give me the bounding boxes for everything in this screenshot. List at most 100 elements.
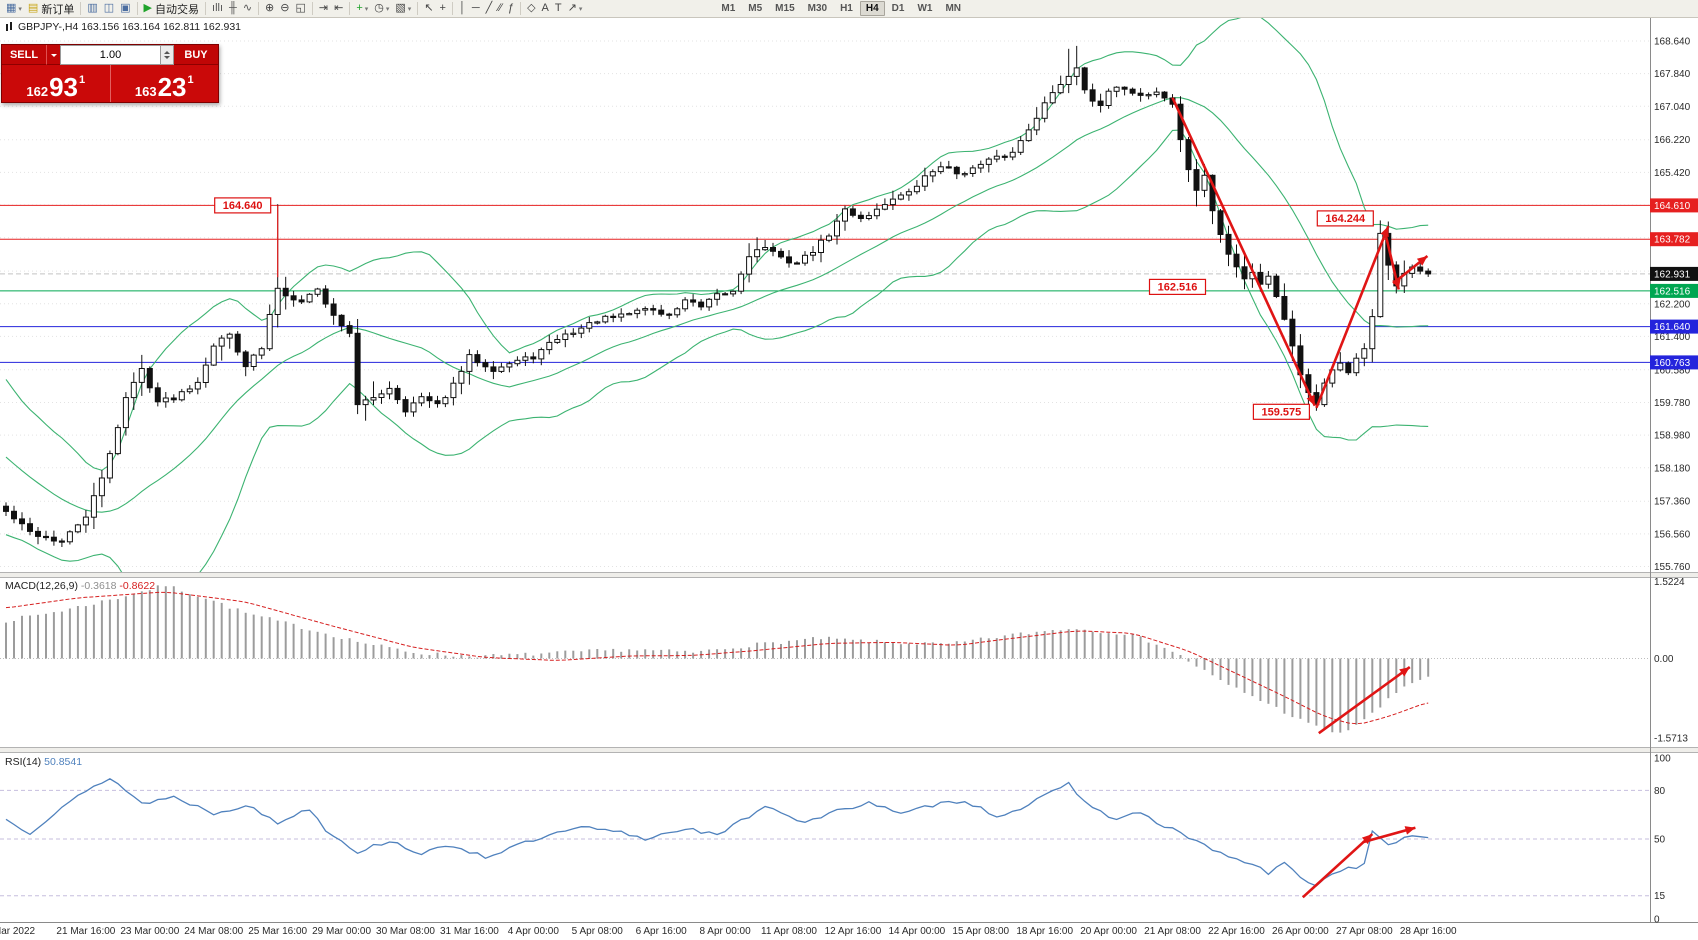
tile-windows-button[interactable]: ◱ xyxy=(292,1,308,17)
vertical-line-button[interactable]: │ xyxy=(456,1,469,17)
buy-button[interactable]: BUY xyxy=(174,45,218,65)
svg-text:159.780: 159.780 xyxy=(1654,398,1691,409)
cursor-button[interactable]: ↖ xyxy=(421,1,436,17)
caret-down-icon[interactable]: ▾ xyxy=(407,5,412,13)
vertical-line-icon: │ xyxy=(458,2,466,14)
svg-text:167.840: 167.840 xyxy=(1654,69,1691,80)
rsi-indicator-label: RSI(14) 50.8541 xyxy=(5,756,82,768)
text-tool-button[interactable]: A xyxy=(539,1,552,17)
macd-value-1: -0.3618 xyxy=(80,580,117,592)
buy-price[interactable]: 163 23 1 xyxy=(109,65,218,102)
zoom-in-button[interactable]: ⊕ xyxy=(262,1,277,17)
svg-text:Mar 2022: Mar 2022 xyxy=(0,926,36,937)
svg-text:18 Apr 16:00: 18 Apr 16:00 xyxy=(1016,926,1073,937)
crosshair-button[interactable]: + xyxy=(437,1,449,17)
sell-button[interactable]: SELL xyxy=(2,45,46,65)
volume-input[interactable] xyxy=(61,46,160,64)
navigator-button[interactable]: ▣ xyxy=(117,1,133,17)
text-tool-icon: A xyxy=(541,2,549,14)
channel-button[interactable]: ∕∕ xyxy=(495,1,505,17)
svg-text:20 Apr 00:00: 20 Apr 00:00 xyxy=(1080,926,1137,937)
svg-text:165.420: 165.420 xyxy=(1654,168,1691,179)
svg-text:8 Apr 00:00: 8 Apr 00:00 xyxy=(700,926,752,937)
horizontal-line-icon: ─ xyxy=(471,2,480,14)
candlestick-chart-button[interactable]: ╫ xyxy=(226,1,240,17)
market-watch-button[interactable]: ▥ xyxy=(84,1,100,17)
buy-price-pips: 23 xyxy=(157,71,187,102)
svg-text:168.640: 168.640 xyxy=(1654,37,1691,48)
timeframe-h4[interactable]: H4 xyxy=(859,1,885,16)
svg-text:-1.5713: -1.5713 xyxy=(1654,733,1688,744)
chart-shift-button[interactable]: ⇤ xyxy=(331,1,346,17)
svg-text:21 Apr 08:00: 21 Apr 08:00 xyxy=(1144,926,1201,937)
svg-text:25 Mar 16:00: 25 Mar 16:00 xyxy=(248,926,307,937)
macd-value-2: -0.8622 xyxy=(119,580,156,592)
rsi-name: RSI(14) xyxy=(5,756,42,768)
rsi-pane xyxy=(0,778,1650,897)
toolbar-separator xyxy=(258,2,260,15)
new-order-button[interactable]: ▤ 新订单 xyxy=(25,1,77,17)
sell-price[interactable]: 162 93 1 xyxy=(2,65,110,102)
timeframe-m1[interactable]: M1 xyxy=(721,3,736,14)
stepper-up-icon[interactable] xyxy=(164,48,170,54)
svg-text:5 Apr 08:00: 5 Apr 08:00 xyxy=(572,926,624,937)
price-annotations: 164.640 164.244 162.516 159.575 xyxy=(214,197,1374,420)
timeframe-w1[interactable]: W1 xyxy=(917,3,933,14)
autotrading-button[interactable]: ▶ 自动交易 xyxy=(141,1,202,17)
caret-down-icon[interactable]: ▾ xyxy=(578,5,583,13)
caret-down-icon[interactable]: ▾ xyxy=(364,5,369,13)
arrows-tool-button[interactable]: ↗ ▾ xyxy=(565,1,586,17)
autotrading-label: 自动交易 xyxy=(155,3,200,16)
pane-separators xyxy=(0,18,1698,923)
caret-down-icon[interactable]: ▾ xyxy=(385,5,390,13)
data-window-button[interactable]: ◫ xyxy=(101,1,117,17)
auto-scroll-button[interactable]: ⇥ xyxy=(316,1,331,17)
svg-text:163.782: 163.782 xyxy=(1654,235,1691,246)
new-chart-button[interactable]: ▦ ▾ xyxy=(3,1,25,17)
bar-chart-button[interactable]: ıllı xyxy=(209,1,226,17)
svg-text:22 Apr 16:00: 22 Apr 16:00 xyxy=(1208,926,1265,937)
sell-price-sup: 1 xyxy=(79,74,86,86)
svg-text:80: 80 xyxy=(1654,786,1666,797)
stepper-down-icon[interactable] xyxy=(164,56,170,62)
buy-price-sup: 1 xyxy=(187,74,194,86)
label-tool-button[interactable]: T xyxy=(552,1,565,17)
toolbar-separator xyxy=(80,2,82,15)
shapes-icon: ◇ xyxy=(527,2,536,14)
channel-icon: ∕∕ xyxy=(498,2,502,14)
caret-down-icon[interactable]: ▾ xyxy=(18,5,22,13)
fibonacci-icon: ƒ xyxy=(507,2,515,14)
timeframe-m30[interactable]: M30 xyxy=(807,3,828,14)
shapes-button[interactable]: ◇ xyxy=(524,1,538,17)
autotrading-icon: ▶ xyxy=(143,2,153,14)
timeframe-m5[interactable]: M5 xyxy=(748,3,763,14)
svg-text:0: 0 xyxy=(1654,915,1660,926)
volume-stepper[interactable] xyxy=(161,45,174,65)
timeframe-mn[interactable]: MN xyxy=(945,3,962,14)
buy-price-int: 163 xyxy=(134,84,157,99)
sell-options-caret[interactable] xyxy=(46,45,60,65)
fibonacci-button[interactable]: ƒ xyxy=(505,1,517,17)
periods-button[interactable]: ◷ ▾ xyxy=(371,1,392,17)
timeframe-m15[interactable]: M15 xyxy=(775,3,795,14)
candles xyxy=(3,45,1432,547)
svg-text:4 Apr 00:00: 4 Apr 00:00 xyxy=(508,926,560,937)
svg-text:6 Apr 16:00: 6 Apr 16:00 xyxy=(636,926,688,937)
templates-button[interactable]: ▧ ▾ xyxy=(392,1,414,17)
svg-text:164.640: 164.640 xyxy=(223,200,263,212)
auto-scroll-icon: ⇥ xyxy=(318,2,329,14)
horizontal-line-button[interactable]: ─ xyxy=(469,1,483,17)
svg-text:0.00: 0.00 xyxy=(1654,654,1674,665)
symbol-info-bar: GBPJPY-,H4 163.156 163.164 162.811 162.9… xyxy=(5,21,241,33)
indicators-button[interactable]: + ▾ xyxy=(353,1,371,17)
svg-text:161.640: 161.640 xyxy=(1654,322,1691,333)
trendline-button[interactable]: ╱ xyxy=(483,1,496,17)
timeframe-h1[interactable]: H1 xyxy=(840,3,853,14)
zoom-out-button[interactable]: ⊖ xyxy=(277,1,292,17)
line-chart-button[interactable]: ∿ xyxy=(240,1,255,17)
price-grid xyxy=(0,40,1650,567)
cursor-icon: ↖ xyxy=(424,2,434,14)
timeframe-d1[interactable]: D1 xyxy=(891,3,905,14)
